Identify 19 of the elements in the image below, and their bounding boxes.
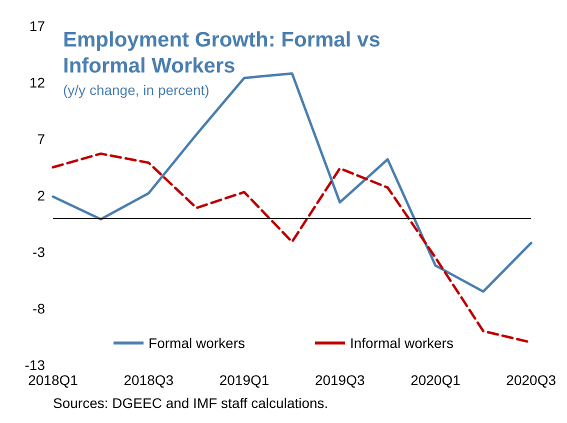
x-tick-label: 2018Q3 <box>124 372 174 388</box>
legend-label: Formal workers <box>148 335 246 351</box>
y-tick-label: 7 <box>37 131 46 147</box>
text: Employment Growth: Formal vs Informal Workers <box>63 28 386 78</box>
text: (y/y change, in percent) <box>63 82 210 98</box>
legend-label: Informal workers <box>350 335 454 351</box>
x-tick-label: 2020Q3 <box>506 372 556 388</box>
x-tick-label: 2018Q1 <box>28 372 78 388</box>
y-tick-label: 2 <box>37 188 46 204</box>
y-tick-label: 17 <box>29 18 46 34</box>
source-note: Sources: DGEEC and IMF staff calculations. <box>53 395 328 411</box>
y-tick-label: -3 <box>32 244 46 260</box>
y-tick-label: 12 <box>29 74 46 90</box>
x-tick-label: 2019Q3 <box>314 372 365 388</box>
x-tick-label: 2020Q1 <box>410 372 461 388</box>
line-series <box>52 72 532 293</box>
y-tick-label: -8 <box>32 300 46 316</box>
y-tick-label: -13 <box>24 357 46 373</box>
x-tick-label: 2019Q1 <box>219 372 270 388</box>
